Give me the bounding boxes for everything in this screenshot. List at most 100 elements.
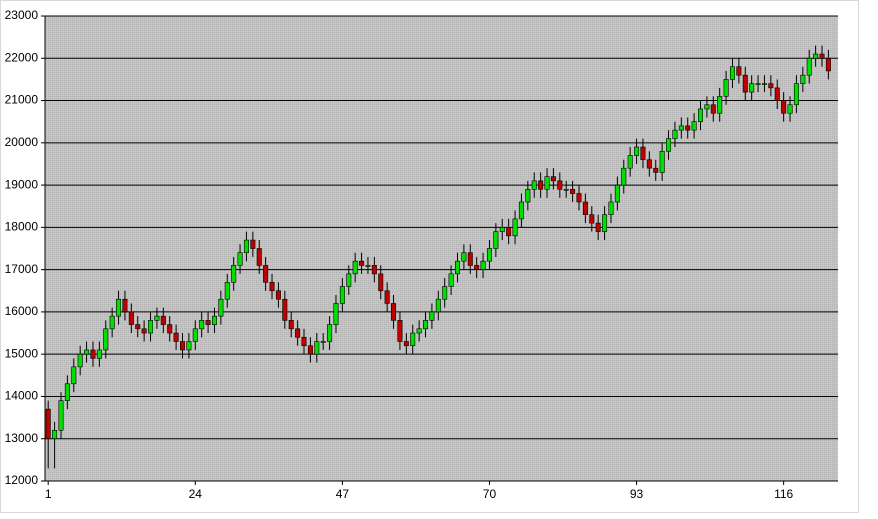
candle-body (768, 83, 774, 89)
candle-body (825, 57, 831, 72)
candle-body (525, 189, 531, 203)
candle-body (544, 176, 550, 190)
candle-body (454, 260, 460, 275)
candle-body (327, 324, 333, 342)
candle-body (275, 290, 281, 300)
candle-body (58, 400, 64, 431)
candle-body (634, 146, 640, 156)
candle-body (506, 227, 512, 237)
y-tick-label: 18000 (5, 220, 39, 234)
candle-body (653, 167, 659, 173)
candle-body (448, 273, 454, 287)
y-tick-label: 14000 (5, 389, 39, 403)
candle-body (371, 265, 377, 275)
candle-body (237, 252, 243, 266)
candle-body (691, 121, 697, 131)
candle-body (755, 83, 761, 85)
candle-body (231, 265, 237, 283)
candle-body (359, 260, 365, 266)
candle-body (52, 429, 58, 440)
candle-body (256, 248, 262, 266)
y-tick-label: 21000 (5, 93, 39, 107)
candle-body (116, 298, 122, 317)
candle-body (141, 328, 147, 334)
candle-body (512, 218, 518, 237)
candle-body (781, 100, 787, 114)
candle-body (582, 201, 588, 215)
x-tick-label: 47 (336, 487, 350, 501)
candle-body (614, 184, 620, 203)
candle-body (538, 180, 544, 190)
candle-body (646, 159, 652, 169)
y-tick-label: 16000 (5, 304, 39, 318)
candle-body (314, 341, 320, 355)
candle-body (333, 303, 339, 325)
candle-body (397, 320, 403, 342)
x-tick-label: 93 (630, 487, 644, 501)
candle-body (173, 332, 179, 342)
candle-body (659, 150, 665, 173)
candle-body (602, 214, 608, 232)
candle-body (109, 315, 115, 330)
candle-body (307, 345, 313, 355)
candle-body (749, 83, 755, 93)
x-tick-label: 70 (483, 487, 497, 501)
candle-body (269, 282, 275, 292)
candle-body (813, 53, 819, 59)
candle-body (666, 138, 672, 152)
x-tick-label: 24 (189, 487, 203, 501)
candle-body (179, 341, 185, 351)
candle-body (493, 231, 499, 249)
candle-body (160, 315, 166, 325)
candle-body (710, 104, 716, 114)
candle-body (717, 96, 723, 114)
candle-body (346, 273, 352, 287)
y-tick-label: 23000 (5, 8, 39, 22)
candle-body (71, 366, 77, 385)
y-tick-label: 12000 (5, 473, 39, 487)
candle-body (499, 227, 505, 232)
candle-body (557, 180, 563, 190)
candle-body (435, 298, 441, 313)
candle-body (678, 125, 684, 131)
candle-body (282, 298, 288, 321)
candle-body (263, 265, 269, 283)
y-tick-label: 15000 (5, 346, 39, 360)
candle-body (787, 104, 793, 114)
plot-texture (45, 16, 838, 481)
candle-body (320, 341, 326, 343)
candle-body (154, 315, 160, 321)
candle-body (211, 315, 217, 325)
candle-body (378, 273, 384, 292)
candle-body (103, 328, 109, 351)
candle-body (45, 408, 51, 440)
candle-body (531, 180, 537, 190)
candle-body (135, 324, 141, 330)
candle-body (793, 83, 799, 106)
candle-body (480, 260, 486, 270)
y-tick-label: 20000 (5, 135, 39, 149)
candle-body (339, 286, 345, 304)
candle-body (429, 311, 435, 321)
candle-body (576, 193, 582, 203)
candle-body (698, 108, 704, 122)
candle-body (301, 336, 307, 347)
candle-body (467, 252, 473, 266)
candle-body (128, 311, 134, 325)
candle-body (410, 332, 416, 347)
candle-body (423, 320, 429, 330)
candle-body (474, 265, 480, 270)
candle-body (391, 303, 397, 321)
y-tick-label: 13000 (5, 431, 39, 445)
candle-body (384, 290, 390, 304)
y-tick-label: 19000 (5, 177, 39, 191)
candle-body (167, 324, 173, 334)
candle-body (64, 383, 70, 401)
y-tick-label: 22000 (5, 50, 39, 64)
candle-body (806, 57, 812, 76)
candle-body (608, 201, 614, 215)
candle-body (84, 349, 90, 355)
candle-body (224, 282, 230, 300)
candle-body (819, 53, 825, 59)
x-tick-label: 1 (45, 487, 52, 501)
